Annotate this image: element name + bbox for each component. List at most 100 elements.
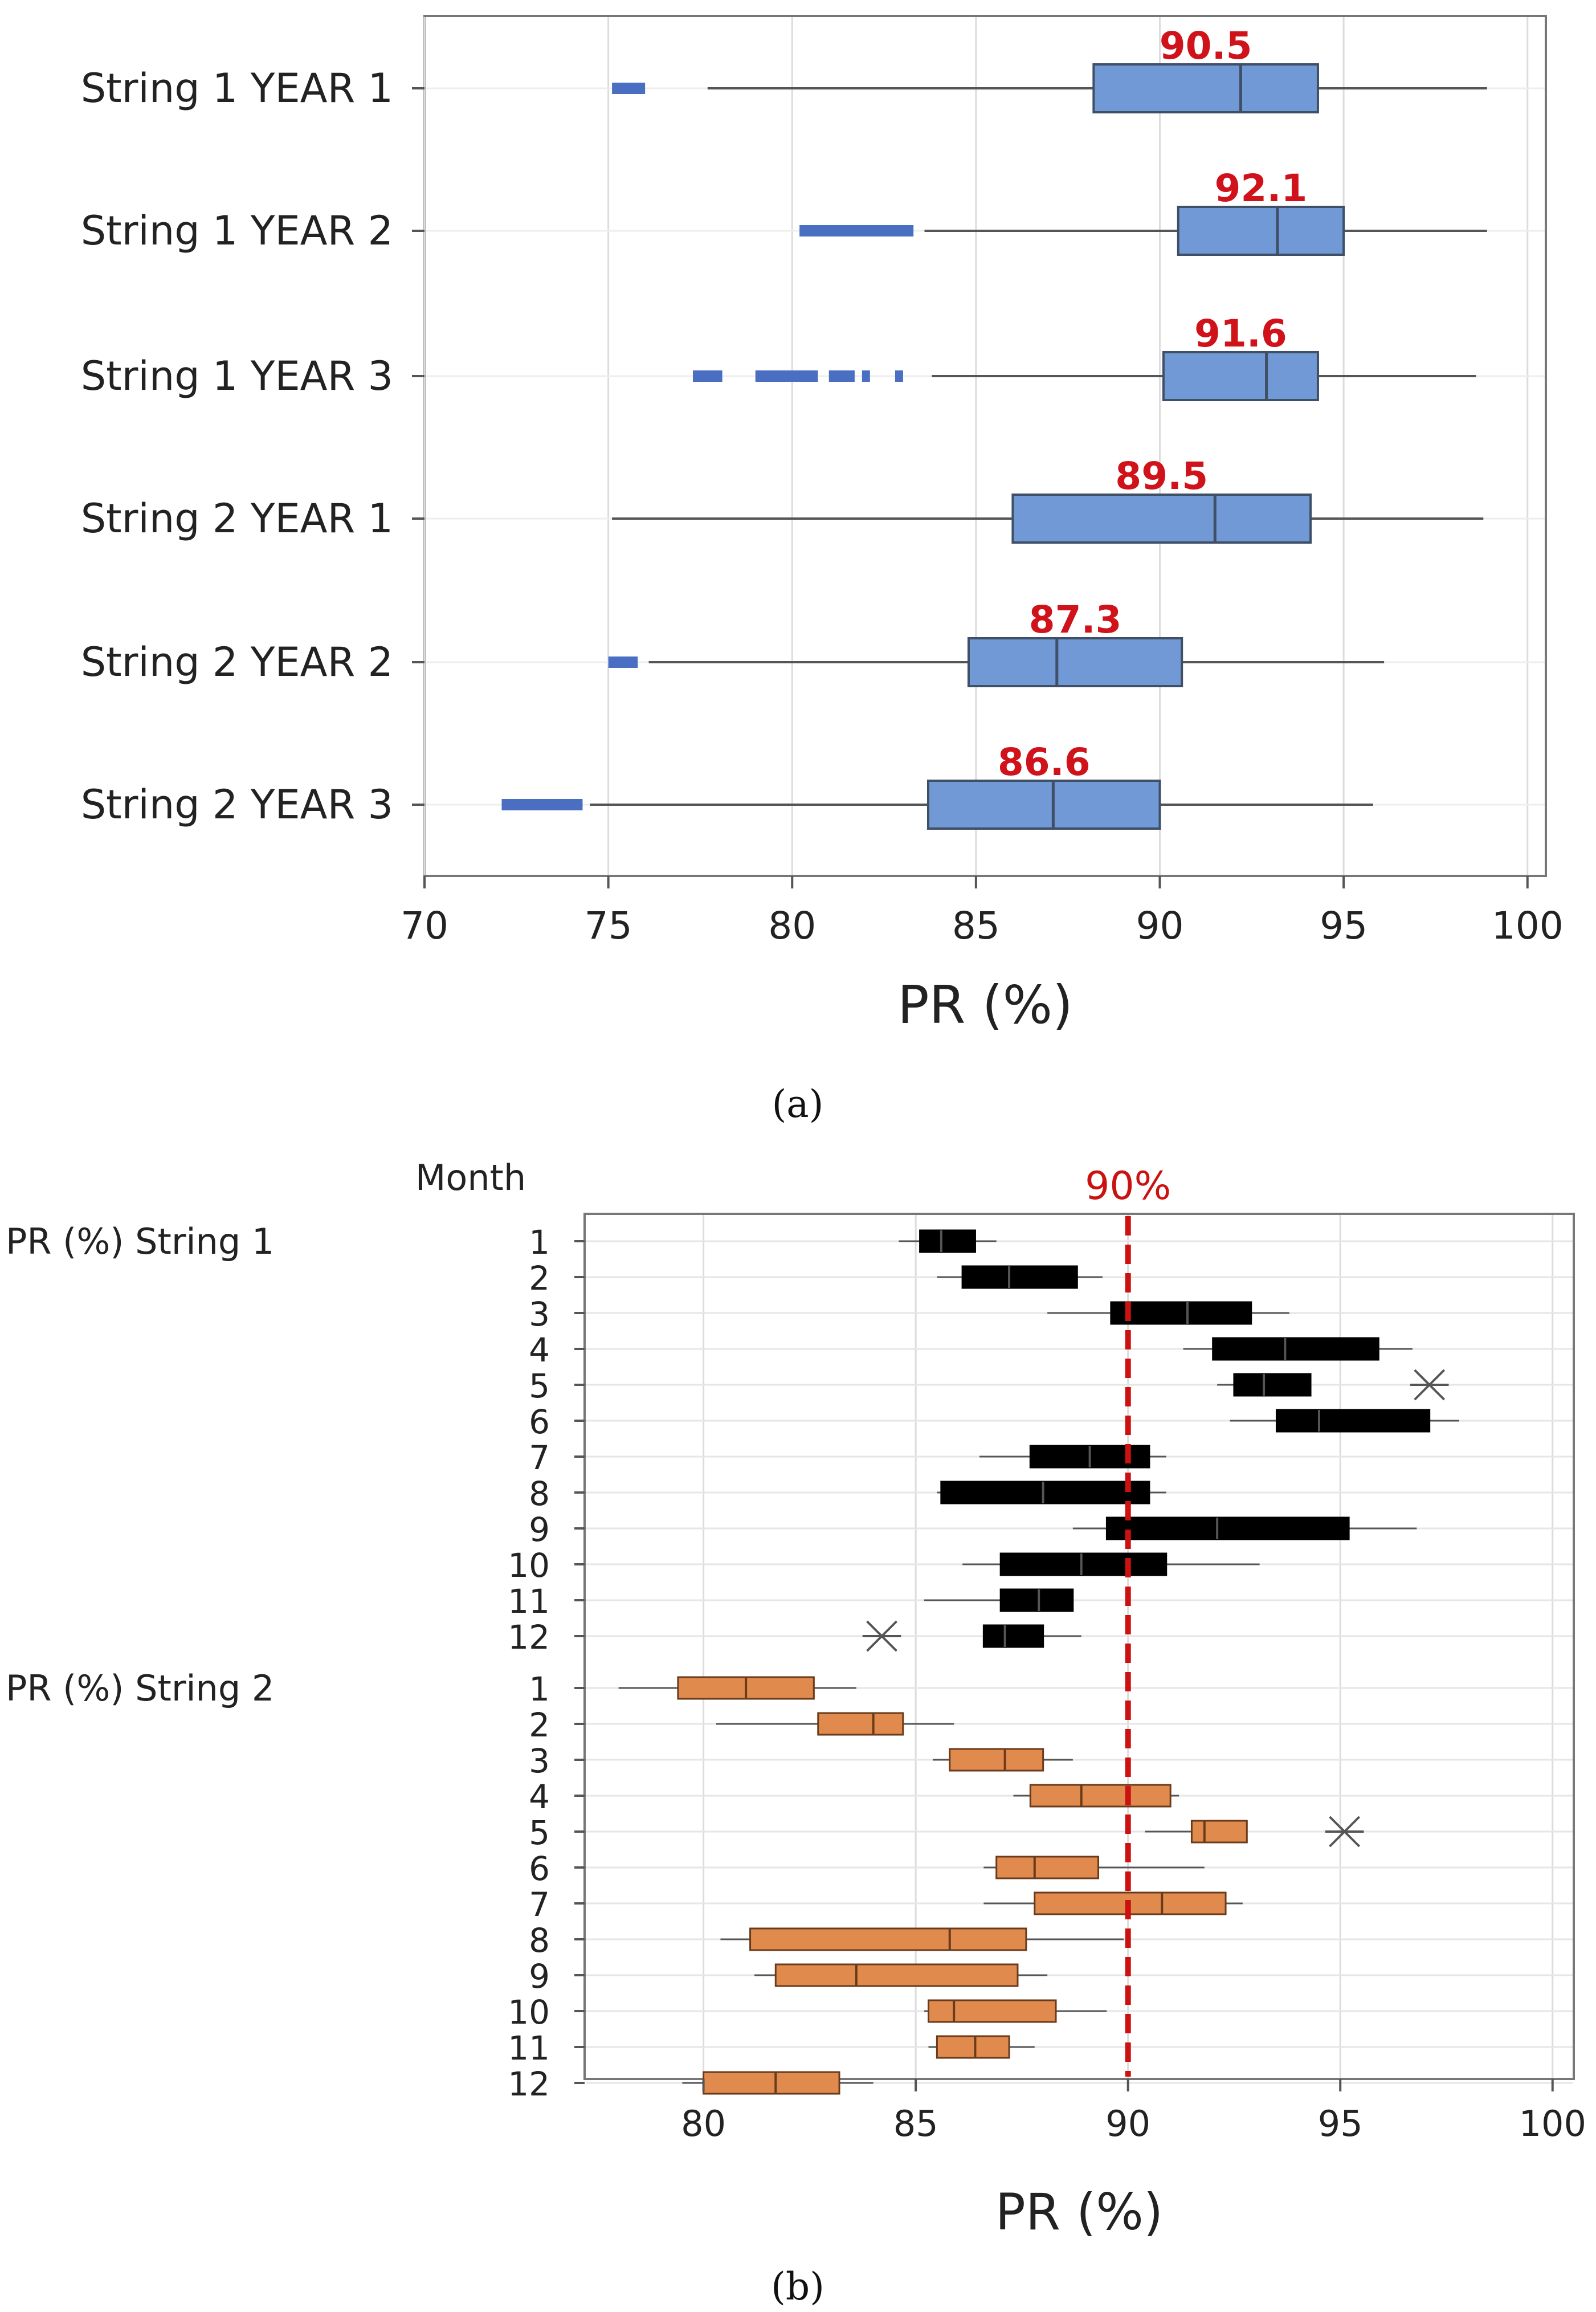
- median-value-label: 87.3: [1029, 598, 1122, 642]
- month-label: 4: [529, 1331, 550, 1369]
- month-label: 6: [529, 1402, 550, 1441]
- box: [1029, 1784, 1172, 1808]
- month-label: 5: [529, 1367, 550, 1405]
- box: [1011, 494, 1312, 544]
- caption-b: (b): [771, 2265, 824, 2309]
- box: [982, 1624, 1044, 1648]
- panel-a: 90.5 92.1 91.6 89.5 87.3 86.6 String 1 YEAR 1…: [81, 15, 1564, 1035]
- box: [926, 780, 1161, 830]
- box: [949, 1748, 1044, 1772]
- panel-a-x-ticks: 70 75 80 85 90 95 100: [401, 876, 1564, 948]
- category-label: String 2 YEAR 3: [81, 781, 393, 828]
- category-label: String 1 YEAR 1: [81, 65, 393, 112]
- box: [1162, 351, 1319, 401]
- group-label: PR (%) String 2: [6, 1667, 274, 1709]
- median-value-label: 89.5: [1115, 454, 1208, 498]
- panel-b-month-axis-title: Month: [415, 1157, 526, 1198]
- box: [1092, 63, 1319, 113]
- month-label: 11: [508, 1582, 550, 1621]
- outlier-marks: [608, 657, 638, 668]
- outlier-star: [862, 1620, 901, 1652]
- box: [749, 1927, 1027, 1951]
- panel-b-x-axis-label: PR (%): [995, 2183, 1163, 2241]
- box: [999, 1552, 1168, 1576]
- month-label: 1: [529, 1223, 550, 1262]
- box: [936, 2035, 1010, 2059]
- box: [999, 1588, 1074, 1612]
- outlier-marks: [828, 370, 855, 382]
- outlier-marks: [612, 83, 646, 94]
- x-tick-label: 75: [585, 904, 632, 948]
- reference-line-label: 90%: [1085, 1164, 1171, 1209]
- outlier-star: [1325, 1816, 1364, 1848]
- median-value-label: 86.6: [998, 740, 1091, 784]
- box: [774, 1963, 1019, 1987]
- month-label: 1: [529, 1670, 550, 1708]
- box: [919, 1229, 976, 1253]
- month-label: 3: [529, 1295, 550, 1334]
- box: [1233, 1373, 1312, 1397]
- panel-a-x-axis-label: PR (%): [897, 974, 1073, 1035]
- box: [961, 1265, 1078, 1289]
- x-tick-label: 100: [1519, 2103, 1586, 2144]
- x-tick-label: 80: [768, 904, 816, 948]
- box: [940, 1481, 1150, 1504]
- panel-a-gridlines: [423, 17, 1529, 875]
- group-label: PR (%) String 1: [6, 1221, 274, 1262]
- month-label: 12: [508, 1618, 550, 1657]
- month-label: 11: [508, 2029, 550, 2068]
- box: [1110, 1301, 1252, 1325]
- month-label: 12: [508, 2065, 550, 2103]
- x-tick-label: 90: [1105, 2103, 1150, 2144]
- month-label: 3: [529, 1742, 550, 1780]
- caption-a: (a): [772, 1082, 824, 1126]
- month-label: 7: [529, 1885, 550, 1924]
- month-label: 2: [529, 1259, 550, 1298]
- month-label: 4: [529, 1777, 550, 1816]
- outlier-marks: [693, 370, 723, 382]
- outlier-marks: [799, 225, 914, 236]
- panel-b-x-ticks: 80 85 90 95 100: [681, 2079, 1586, 2144]
- outlier-marks: [895, 370, 903, 382]
- box: [703, 2071, 840, 2095]
- month-label: 8: [529, 1921, 550, 1960]
- outlier-star: [1410, 1369, 1449, 1401]
- month-label: 8: [529, 1474, 550, 1513]
- box: [1105, 1516, 1350, 1540]
- month-label: 9: [529, 1510, 550, 1549]
- box: [995, 1856, 1100, 1879]
- x-tick-label: 95: [1318, 2103, 1363, 2144]
- category-label: String 2 YEAR 1: [81, 495, 393, 542]
- box: [928, 1999, 1057, 2023]
- category-label: String 1 YEAR 3: [81, 353, 393, 399]
- outlier-marks: [501, 799, 583, 810]
- x-tick-label: 95: [1320, 904, 1368, 948]
- month-label: 10: [508, 1546, 550, 1585]
- month-label: 10: [508, 1993, 550, 2032]
- box: [817, 1712, 904, 1736]
- panel-b-plot-frame: [583, 1213, 1575, 2080]
- x-tick-label: 85: [893, 2103, 938, 2144]
- median-value-label: 90.5: [1160, 24, 1252, 68]
- month-label: 9: [529, 1957, 550, 1996]
- category-label: String 1 YEAR 2: [81, 207, 393, 254]
- box: [1190, 1820, 1248, 1844]
- category-label: String 2 YEAR 2: [81, 639, 393, 686]
- x-tick-label: 80: [681, 2103, 726, 2144]
- x-tick-label: 100: [1492, 904, 1564, 948]
- panel-b-reference-line: 90%: [1085, 1164, 1171, 2077]
- panel-a-boxes: 90.5 92.1 91.6 89.5 87.3 86.6: [501, 24, 1487, 830]
- x-tick-label: 85: [952, 904, 1000, 948]
- box: [1212, 1337, 1379, 1361]
- panel-a-category-labels: String 1 YEAR 1 String 1 YEAR 2 String 1 Y…: [81, 65, 393, 828]
- panel-a-plot-frame: [423, 15, 1547, 877]
- box: [1177, 206, 1345, 256]
- month-label: 7: [529, 1438, 550, 1477]
- x-tick-label: 90: [1136, 904, 1183, 948]
- month-label: 2: [529, 1706, 550, 1744]
- median-value-label: 91.6: [1194, 312, 1287, 356]
- x-tick-label: 70: [401, 904, 448, 948]
